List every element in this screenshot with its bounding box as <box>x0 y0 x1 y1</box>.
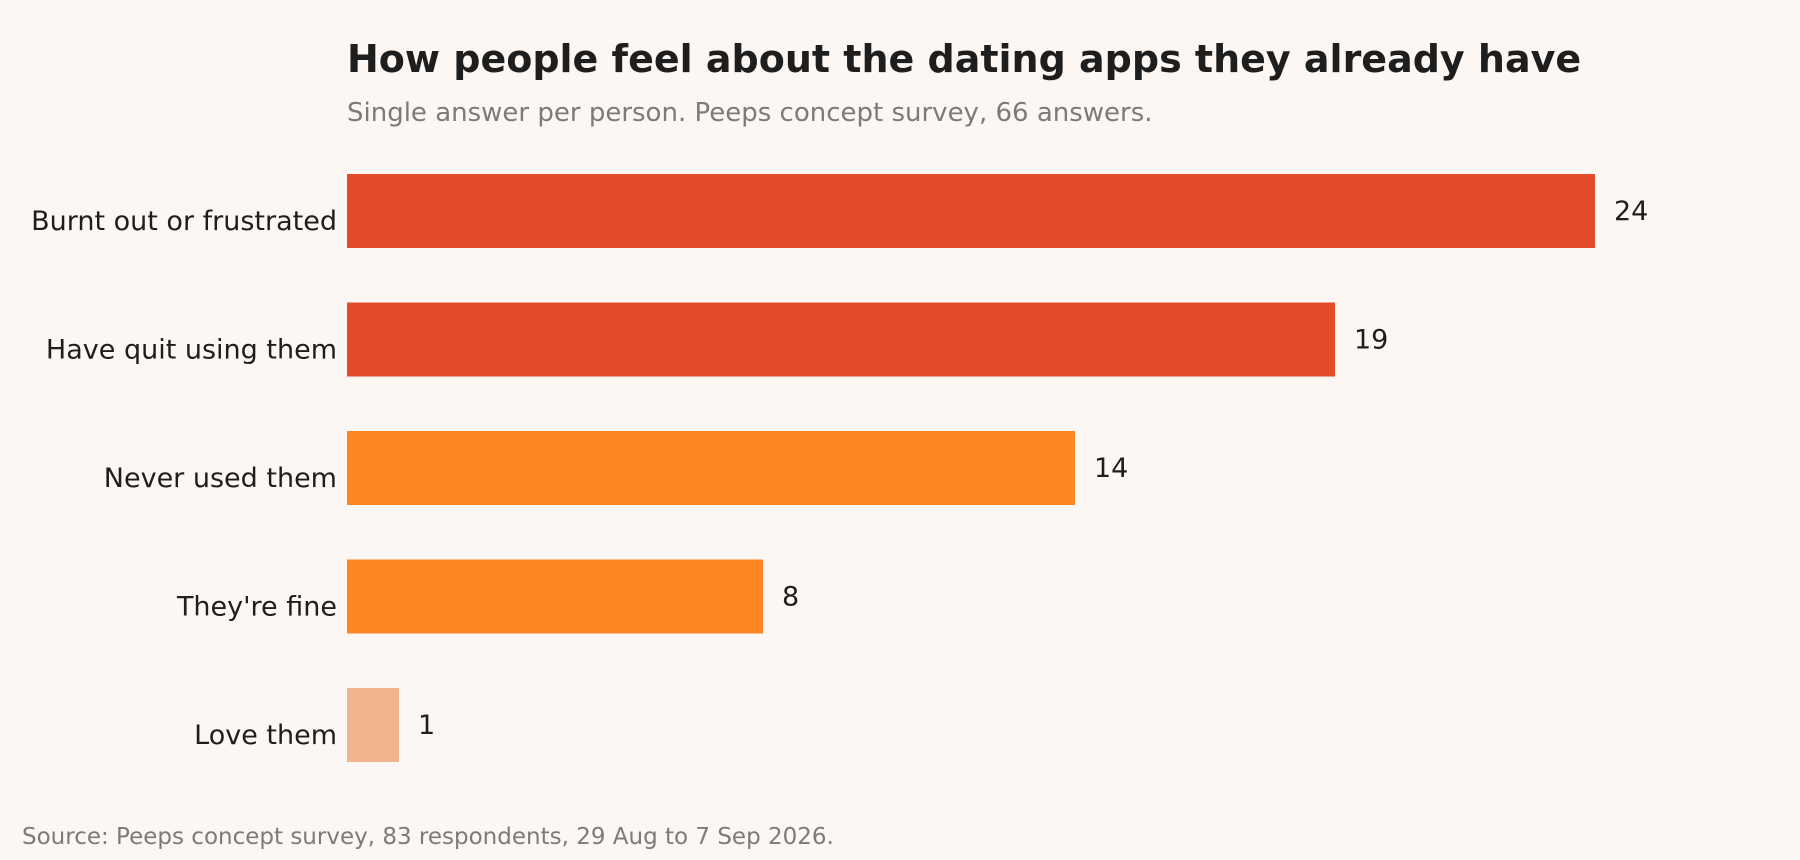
category-label-4: Love them <box>194 720 337 751</box>
value-label-0: 24 <box>1614 196 1648 227</box>
bar-1 <box>347 302 1335 377</box>
category-label-2: Never used them <box>104 463 337 494</box>
bar-2 <box>347 431 1075 505</box>
value-label-2: 14 <box>1094 453 1128 484</box>
category-label-1: Have quit using them <box>46 335 337 366</box>
value-label-3: 8 <box>782 582 799 613</box>
chart-source: Source: Peeps concept survey, 83 respond… <box>22 824 834 850</box>
bar-3 <box>347 559 763 634</box>
bars-group: Burnt out or frustrated 24 Have quit using… <box>31 174 1648 762</box>
chart-subtitle: Single answer per person. Peeps concept … <box>347 98 1153 128</box>
chart-title: How people feel about the dating apps th… <box>347 37 1581 81</box>
bar-4 <box>347 688 399 762</box>
value-label-1: 19 <box>1354 325 1388 356</box>
value-label-4: 1 <box>418 710 435 741</box>
bar-0 <box>347 174 1595 248</box>
category-label-0: Burnt out or frustrated <box>31 206 337 237</box>
category-label-3: They're fine <box>176 592 337 623</box>
